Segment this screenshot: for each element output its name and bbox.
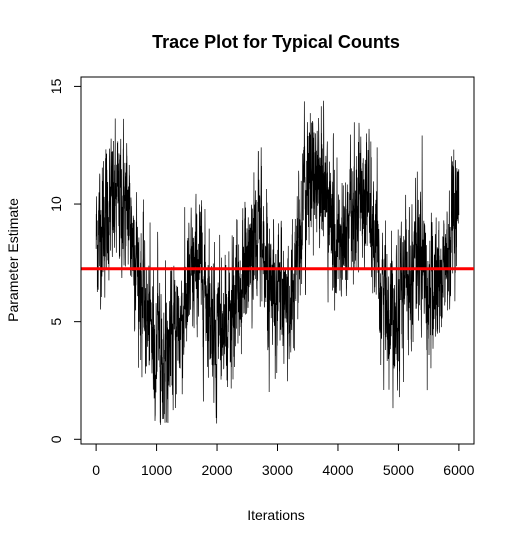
x-tick-label: 1000 — [141, 462, 172, 478]
y-tick-label: 10 — [48, 196, 64, 212]
x-axis-label: Iterations — [247, 507, 305, 523]
y-axis-label: Parameter Estimate — [5, 198, 21, 322]
x-tick-label: 6000 — [443, 462, 474, 478]
y-tick-label: 15 — [48, 78, 64, 94]
x-tick-label: 2000 — [201, 462, 232, 478]
x-tick-label: 0 — [92, 462, 100, 478]
y-tick-label: 0 — [48, 435, 64, 443]
chart-title: Trace Plot for Typical Counts — [152, 32, 400, 52]
y-tick-label: 5 — [48, 318, 64, 326]
x-tick-label: 4000 — [322, 462, 353, 478]
x-axis: 0 1000 2000 3000 4000 5000 6000 — [92, 443, 475, 478]
x-tick-label: 3000 — [262, 462, 293, 478]
trace-line — [95, 100, 460, 425]
x-tick-label: 5000 — [383, 462, 414, 478]
trace-series — [95, 100, 460, 425]
y-axis: 0 5 10 15 — [48, 78, 82, 443]
